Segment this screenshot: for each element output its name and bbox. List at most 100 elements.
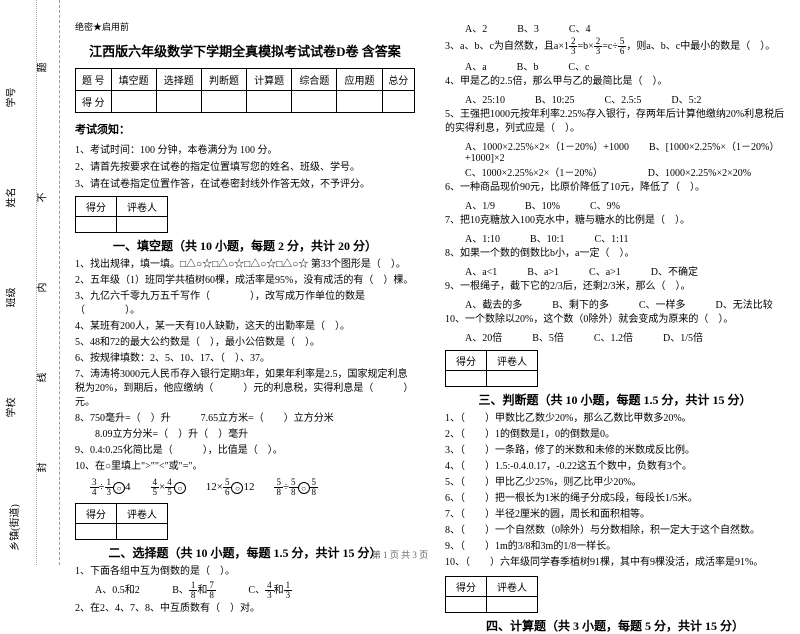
secret-label: 绝密★启用前 — [75, 20, 415, 33]
q2-1-opts: A、0.5和2 B、18和78 C、43和13 — [95, 581, 415, 600]
notice-2: 2、请首先按要求在试卷的指定位置填写您的姓名、班级、学号。 — [75, 158, 415, 173]
page-footer: 第 1 页 共 3 页 — [0, 548, 800, 561]
th-calc: 计算题 — [247, 69, 292, 91]
q3-8: 8、（ ）一个自然数（0除外）与分数相除，积一定大于这个自然数。 — [445, 524, 785, 538]
eq4: 58÷58○58 — [274, 478, 318, 497]
q2-2: 2、在2、4、7、8、中互质数有（ ）对。 — [75, 602, 415, 616]
cell[interactable] — [247, 91, 292, 113]
binding-label-id: 学号 — [3, 88, 18, 108]
cell[interactable] — [446, 371, 487, 387]
sh-score: 得分 — [76, 504, 117, 524]
q3-3: 3、（ ）一条路，修了的米数和未修的米数成反比例。 — [445, 444, 785, 458]
cell[interactable] — [382, 91, 414, 113]
page-content: 绝密★启用前 江西版六年级数学下学期全真模拟考试试卷D卷 含答案 题 号 填空题… — [60, 0, 800, 565]
q2-5: 5、王强把1000元按年利率2.25%存入银行，存两年后计算他缴纳20%利息税后… — [445, 108, 785, 136]
q1-2: 2、五年级（1）班同学共植树60棵，成活率是95%，没有成活的有（ ）棵。 — [75, 274, 415, 288]
notice-1: 1、考试时间：100 分钟，本卷满分为 100 分。 — [75, 141, 415, 156]
section-1-title: 一、填空题（共 10 小题，每题 2 分，共计 20 分） — [75, 237, 415, 254]
cell[interactable] — [117, 524, 168, 540]
th-total: 总分 — [382, 69, 414, 91]
sh-grader: 评卷人 — [487, 577, 538, 597]
seal-mark-3: 内 — [34, 283, 49, 293]
q2-7-opts: A、1:10 B、10:1 C、1:11 — [465, 230, 785, 245]
q1-4: 4、某班有200人，某一天有10人缺勤，这天的出勤率是（ ）。 — [75, 320, 415, 334]
eq2: 45×45○ — [151, 478, 186, 497]
q1-9: 9、0.4:0.25化简比是（ ），比值是（ ）。 — [75, 444, 415, 458]
q1-7: 7、涛涛将3000元人民币存入银行定期3年，如果年利率是2.5，国家规定利息税为… — [75, 368, 415, 410]
q3-5: 5、（ ）甲比乙少25%，则乙比甲少20%。 — [445, 476, 785, 490]
q2-6-opts: A、1/9 B、10% C、9% — [465, 197, 785, 212]
cell[interactable] — [446, 597, 487, 613]
q2-1: 1、下面各组中互为倒数的是（ ）。 — [75, 565, 415, 579]
seal-mark-4: 不 — [34, 193, 49, 203]
exam-title: 江西版六年级数学下学期全真模拟考试试卷D卷 含答案 — [75, 41, 415, 60]
left-column: 绝密★启用前 江西版六年级数学下学期全真模拟考试试卷D卷 含答案 题 号 填空题… — [60, 0, 430, 565]
seal-mark-1: 封 — [34, 463, 49, 473]
binding-label-name: 姓名 — [3, 188, 18, 208]
q2-9: 9、一根绳子，截下它的2/3后，还剩2/3米，那么（ ）。 — [445, 280, 785, 294]
notice-heading: 考试须知： — [75, 121, 415, 137]
q2-3: 3、a、b、c为自然数，且a×123=b×23=c÷56，则a、b、c中最小的数… — [445, 37, 785, 56]
q2-5-opts-b: C、1000×2.25%×2×（1－20%） D、1000×2.25%×2×20… — [465, 164, 785, 179]
section-header-4: 得分评卷人 — [445, 576, 538, 613]
cell[interactable] — [156, 91, 201, 113]
q2-10: 10、一个数除以20%，这个数（0除外）就会变成为原来的（ ）。 — [445, 313, 785, 327]
cell[interactable] — [201, 91, 246, 113]
notice-3: 3、请在试卷指定位置作答，在试卷密封线外作答无效，不予评分。 — [75, 175, 415, 190]
th-app: 应用题 — [337, 69, 382, 91]
cell[interactable] — [76, 524, 117, 540]
sh-grader: 评卷人 — [487, 351, 538, 371]
section-header-1: 得分评卷人 — [75, 196, 168, 233]
eq3: 12×56○12 — [206, 478, 255, 497]
equation-row: 34÷13○4 45×45○ 12×56○12 58÷58○58 — [90, 478, 415, 497]
section-header-3: 得分评卷人 — [445, 350, 538, 387]
cell[interactable] — [111, 91, 156, 113]
q3-1: 1、（ ）甲数比乙数少20%，那么乙数比甲数多20%。 — [445, 412, 785, 426]
sh-score: 得分 — [76, 197, 117, 217]
q3-6: 6、（ ）把一根长为1米的绳子分成5段，每段长1/5米。 — [445, 492, 785, 506]
cell[interactable] — [292, 91, 337, 113]
th-fill: 填空题 — [111, 69, 156, 91]
binding-label-school: 学校 — [3, 398, 18, 418]
binding-label-township: 乡镇(街道) — [6, 504, 21, 551]
q2-9-opts: A、截去的多 B、剩下的多 C、一样多 D、无法比较 — [465, 296, 785, 311]
q2-7: 7、把10克糖放入100克水中，糖与糖水的比例是（ ）。 — [445, 214, 785, 228]
q1-6: 6、按规律填数：2、5、10、17、（ ）、37。 — [75, 352, 415, 366]
cell[interactable] — [76, 217, 117, 233]
q2-4-opts: A、25:10 B、10:25 C、2.5:5 D、5:2 — [465, 91, 785, 106]
th-judge: 判断题 — [201, 69, 246, 91]
seal-mark-2: 线 — [34, 373, 49, 383]
th-choice: 选择题 — [156, 69, 201, 91]
cell[interactable] — [117, 217, 168, 233]
section-4-title: 四、计算题（共 3 小题，每题 5 分，共计 15 分） — [445, 617, 785, 634]
right-column: A、2 B、3 C、4 3、a、b、c为自然数，且a×123=b×23=c÷56… — [430, 0, 800, 565]
binding-label-class: 班级 — [3, 288, 18, 308]
section-3-title: 三、判断题（共 10 小题，每题 1.5 分，共计 15 分） — [445, 391, 785, 408]
th-num: 题 号 — [76, 69, 112, 91]
section-header-2: 得分评卷人 — [75, 503, 168, 540]
q1-8: 8、750毫升=（ ）升 7.65立方米=（ ）立方分米 — [75, 412, 415, 426]
sh-grader: 评卷人 — [117, 197, 168, 217]
eq1: 34÷13○4 — [90, 478, 131, 497]
cell[interactable] — [337, 91, 382, 113]
cell[interactable] — [487, 597, 538, 613]
td-score: 得 分 — [76, 91, 112, 113]
q1-1: 1、找出规律，填一填。□△○☆□△○☆□△○☆□△○☆ 第33个图形是（ ）。 — [75, 258, 415, 272]
seal-mark-5: 题 — [34, 63, 49, 73]
q2-5-opts-a: A、1000×2.25%×2×（1－20%）+1000 B、[1000×2.25… — [465, 138, 785, 164]
q2-6: 6、一种商品现价90元，比原价降低了10元，降低了（ ）。 — [445, 181, 785, 195]
q2-8: 8、如果一个数的倒数比b小，a一定（ ）。 — [445, 247, 785, 261]
q1-10: 10、在○里填上">""<"或"="。 — [75, 460, 415, 474]
cell[interactable] — [487, 371, 538, 387]
sh-score: 得分 — [446, 577, 487, 597]
q2-2-opts: A、2 B、3 C、4 — [465, 20, 785, 35]
q3-7: 7、（ ）半径2厘米的圆，周长和面积相等。 — [445, 508, 785, 522]
q2-3-opts: A、a B、b C、c — [465, 58, 785, 73]
q2-10-opts: A、20倍 B、5倍 C、1.2倍 D、1/5倍 — [465, 329, 785, 344]
q3-2: 2、（ ）1的倒数是1，0的倒数是0。 — [445, 428, 785, 442]
th-comp: 综合题 — [292, 69, 337, 91]
q2-8-opts: A、a<1 B、a>1 C、a>1 D、不确定 — [465, 263, 785, 278]
q1-8b: 8.09立方分米=（ ）升（ ）毫升 — [75, 428, 415, 442]
score-table: 题 号 填空题 选择题 判断题 计算题 综合题 应用题 总分 得 分 — [75, 68, 415, 113]
q3-4: 4、（ ）1.5:-0.4.0.17，-0.22这五个数中，负数有3个。 — [445, 460, 785, 474]
